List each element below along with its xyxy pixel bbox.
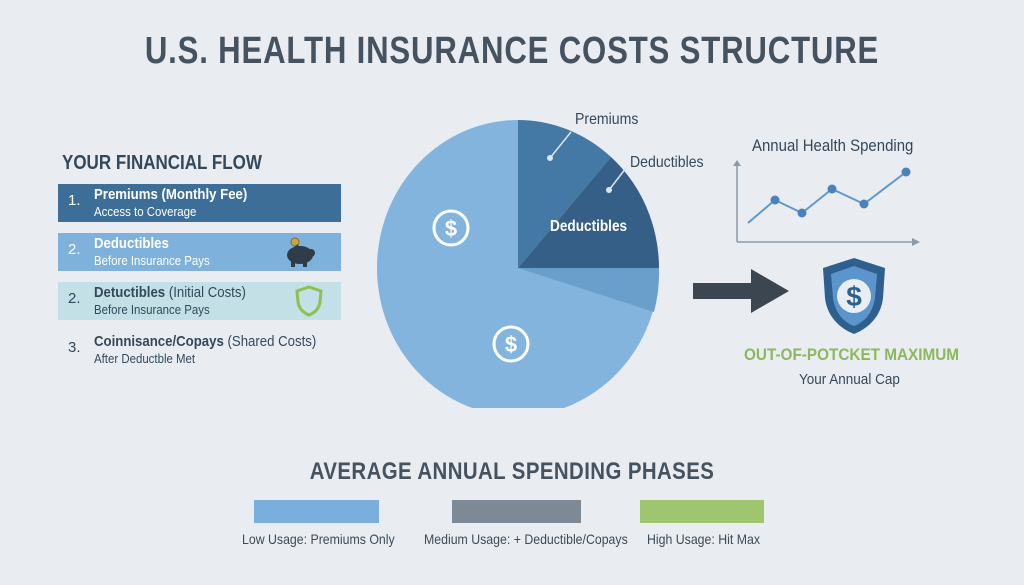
flow-step-coinsurance: 3. Coinnisance/Copays (Shared Costs) Aft… (58, 331, 341, 369)
premiums-leader-line (549, 131, 572, 159)
out-of-pocket-title: OUT-OF-POTCKET MAXIMUM (744, 345, 960, 364)
pie-svg: $ $ (377, 120, 660, 416)
step-title: Deductibles (94, 235, 169, 252)
shield-icon (295, 285, 323, 317)
phase-swatch-medium (452, 500, 581, 523)
phase-swatch-low (254, 500, 379, 523)
step-title-bold: Coinnisance/Copays (94, 333, 224, 350)
step-title: Detuctibles (Initial Costs) (94, 284, 246, 301)
step-title-bold: Detuctibles (94, 284, 166, 301)
right-arrow-icon (693, 269, 789, 313)
step-number: 1. (68, 192, 81, 209)
premiums-leader-dot (547, 155, 553, 161)
annual-spending-title: Annual Health Spending (752, 136, 914, 155)
pie-slice-deductibles (518, 157, 659, 268)
phase-label-low: Low Usage: Premiums Only (242, 531, 395, 547)
flow-step-deductibles: 2. Deductibles Before Insurance Pays (58, 233, 341, 271)
dollar-icon: $ (492, 325, 530, 363)
cost-pie-chart: $ $ (377, 110, 661, 416)
shield-dollar-icon: $ (823, 258, 885, 334)
step-title: Coinnisance/Copays (Shared Costs) (94, 333, 316, 350)
step-number: 2. (68, 290, 81, 307)
step-subtitle: Before Insurance Pays (94, 302, 210, 317)
phase-swatch-high (640, 500, 764, 523)
step-title-rest: (Initial Costs) (165, 284, 246, 301)
step-subtitle: Before Insurance Pays (94, 253, 210, 268)
deductibles-leader-line (608, 167, 627, 191)
pie-slice-premiums (518, 120, 611, 268)
step-subtitle: After Deductble Met (94, 351, 196, 366)
phase-label-high: High Usage: Hit Max (647, 531, 760, 547)
flow-step-premiums: 1. Premiums (Monthly Fee) Access to Cove… (58, 184, 341, 222)
page-title: U.S. HEALTH INSURANCE COSTS STRUCTURE (144, 30, 880, 72)
dollar-icon: $ (432, 209, 470, 247)
pie-label-premiums: Premiums (575, 111, 639, 128)
phases-title: AVERAGE ANNUAL SPENDING PHASES (309, 458, 715, 485)
piggy-bank-icon (287, 237, 315, 267)
step-number: 3. (68, 339, 81, 356)
flow-step-initial-costs: 2. Detuctibles (Initial Costs) Before In… (58, 282, 341, 320)
step-number: 2. (68, 241, 81, 258)
pie-label-deductibles: Deductibles (630, 154, 704, 171)
line-chart-icon (733, 160, 920, 246)
pie-inside-label: Deductibles (550, 218, 628, 235)
step-subtitle: Access to Coverage (94, 204, 197, 219)
svg-text:$: $ (505, 332, 517, 357)
deductibles-leader-dot (606, 187, 612, 193)
pie-slice-lower (518, 268, 660, 312)
step-title: Premiums (Monthly Fee) (94, 186, 248, 203)
financial-flow-heading: YOUR FINANCIAL FLOW (62, 152, 262, 174)
svg-text:$: $ (846, 281, 862, 312)
phase-label-medium: Medium Usage: + Deductible/Copays (424, 531, 628, 547)
out-of-pocket-subtitle: Your Annual Cap (799, 371, 900, 388)
step-title-rest: (Shared Costs) (223, 333, 317, 350)
svg-text:$: $ (445, 216, 457, 241)
